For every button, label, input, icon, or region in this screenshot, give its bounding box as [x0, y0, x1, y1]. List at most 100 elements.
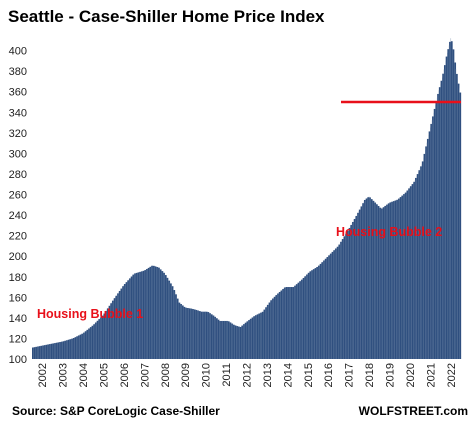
bar — [134, 273, 136, 359]
bar — [132, 274, 135, 359]
bar — [161, 271, 164, 359]
bar — [57, 342, 60, 359]
bar — [154, 266, 157, 359]
x-tick-label: 2004 — [78, 363, 90, 387]
bar — [186, 308, 189, 359]
bar — [173, 290, 176, 359]
bar — [42, 345, 45, 359]
bar — [295, 284, 298, 359]
bar — [324, 258, 327, 359]
bar — [81, 333, 84, 359]
bar — [406, 190, 409, 359]
bar — [459, 92, 462, 359]
bar — [175, 294, 177, 359]
bar — [139, 271, 142, 359]
bar — [450, 41, 453, 359]
y-tick-label: 100 — [9, 354, 27, 366]
bar — [93, 324, 96, 359]
bar — [198, 311, 201, 359]
bar — [74, 337, 77, 359]
bar — [164, 275, 167, 359]
bar — [263, 309, 266, 359]
bar — [382, 207, 385, 359]
bar — [333, 250, 336, 359]
bar — [415, 177, 417, 359]
bar — [289, 287, 291, 359]
bar — [185, 307, 188, 359]
brand-label: WOLFSTREET.com — [359, 404, 468, 418]
bar — [156, 266, 159, 359]
bar — [309, 271, 312, 359]
bar — [142, 270, 145, 359]
bar — [386, 204, 388, 359]
bar — [129, 278, 131, 359]
bar — [84, 331, 87, 359]
y-tick-label: 120 — [9, 333, 27, 345]
bar — [365, 198, 368, 359]
bar — [147, 267, 150, 359]
x-tick-label: 2022 — [446, 363, 458, 387]
bar — [391, 201, 394, 359]
bar — [357, 212, 359, 359]
x-tick-label: 2007 — [139, 363, 151, 387]
bar — [290, 287, 293, 359]
bar — [180, 304, 182, 359]
x-tick-label: 2019 — [385, 363, 397, 387]
y-tick-label: 300 — [9, 148, 27, 160]
bar — [432, 116, 434, 360]
bar — [253, 316, 256, 359]
bar — [306, 274, 308, 359]
bar — [50, 343, 53, 359]
bar — [261, 311, 264, 359]
bar — [122, 286, 125, 359]
bar — [430, 123, 433, 359]
bar — [108, 305, 111, 359]
bar — [438, 87, 441, 359]
bar — [428, 131, 431, 359]
bar — [380, 208, 383, 359]
bar — [370, 199, 373, 359]
y-tick-label: 380 — [9, 66, 27, 78]
annotation-housing-bubble-1: Housing Bubble 1 — [37, 307, 143, 321]
bar — [375, 204, 378, 359]
bar — [331, 251, 334, 359]
bar — [71, 338, 73, 359]
bar — [251, 317, 254, 359]
bar — [55, 342, 58, 359]
bar — [151, 265, 154, 359]
bar — [32, 347, 34, 359]
bar — [123, 284, 126, 359]
bar — [440, 80, 443, 359]
x-tick-label: 2005 — [99, 363, 111, 387]
bar — [275, 295, 278, 359]
bar — [188, 308, 191, 359]
bar — [88, 328, 91, 359]
bar — [47, 344, 50, 359]
bar — [249, 318, 252, 359]
bar — [227, 321, 230, 359]
x-tick-label: 2020 — [405, 363, 417, 387]
bar — [369, 197, 371, 359]
bar — [110, 303, 113, 359]
bar — [248, 320, 251, 359]
bar — [205, 311, 208, 359]
bar — [64, 340, 67, 359]
bar — [137, 272, 140, 359]
bar — [311, 270, 314, 359]
bar — [49, 344, 51, 359]
x-tick-label: 2013 — [262, 363, 274, 387]
bar — [292, 287, 295, 359]
x-tick-label: 2015 — [303, 363, 315, 387]
bar — [340, 241, 342, 359]
bar — [244, 322, 247, 359]
bar — [220, 320, 223, 359]
bar — [423, 153, 426, 359]
bar — [171, 286, 174, 359]
x-tick-label: 2017 — [344, 363, 356, 387]
bar — [346, 230, 349, 359]
x-tick-label: 2016 — [323, 363, 335, 387]
bar — [212, 315, 215, 359]
bar — [255, 315, 257, 359]
bar — [300, 279, 303, 359]
